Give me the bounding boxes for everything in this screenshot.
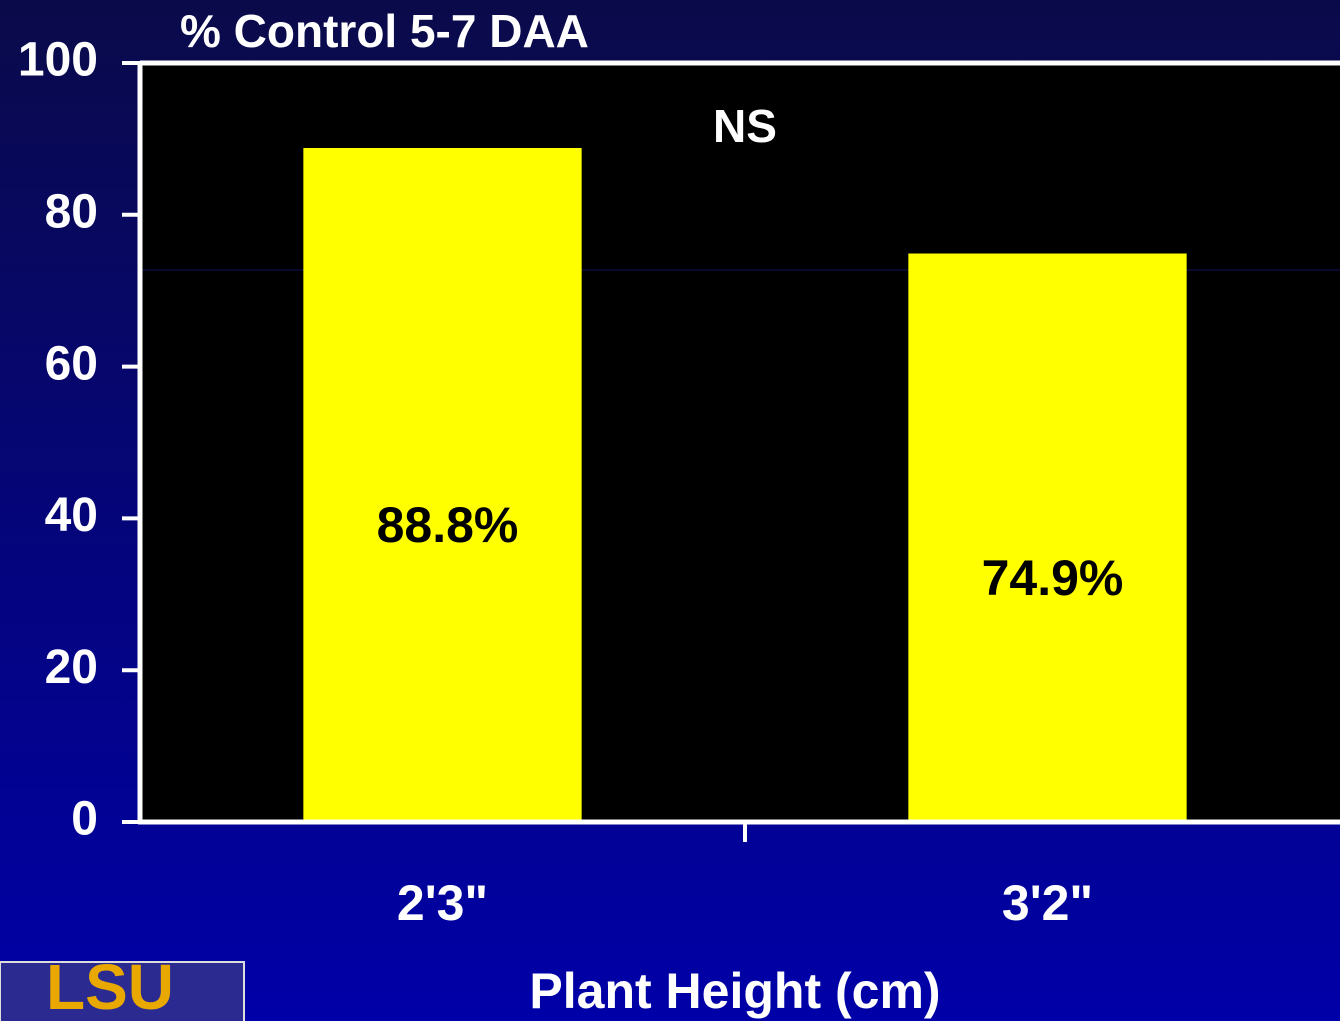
logo: LSU xyxy=(0,951,245,1021)
logo-box xyxy=(0,961,245,1021)
y-tick-label: 100 xyxy=(18,34,98,87)
x-tick-label: 2'3" xyxy=(397,875,488,931)
y-tick-label: 0 xyxy=(71,793,98,846)
x-axis-label: Plant Height (cm) xyxy=(529,963,940,1019)
value-label: 88.8% xyxy=(377,497,519,553)
bar xyxy=(908,253,1187,822)
value-label: 74.9% xyxy=(982,550,1124,606)
y-tick-label: 40 xyxy=(45,489,98,542)
y-tick-label: 60 xyxy=(45,337,98,390)
annotation: NS xyxy=(713,100,777,152)
y-tick-label: 80 xyxy=(45,185,98,238)
y-tick-label: 20 xyxy=(45,641,98,694)
x-tick-label: 3'2" xyxy=(1002,875,1093,931)
chart-title: % Control 5-7 DAA xyxy=(180,5,589,57)
logo-text: LSU xyxy=(46,951,174,1021)
bar xyxy=(303,148,582,822)
